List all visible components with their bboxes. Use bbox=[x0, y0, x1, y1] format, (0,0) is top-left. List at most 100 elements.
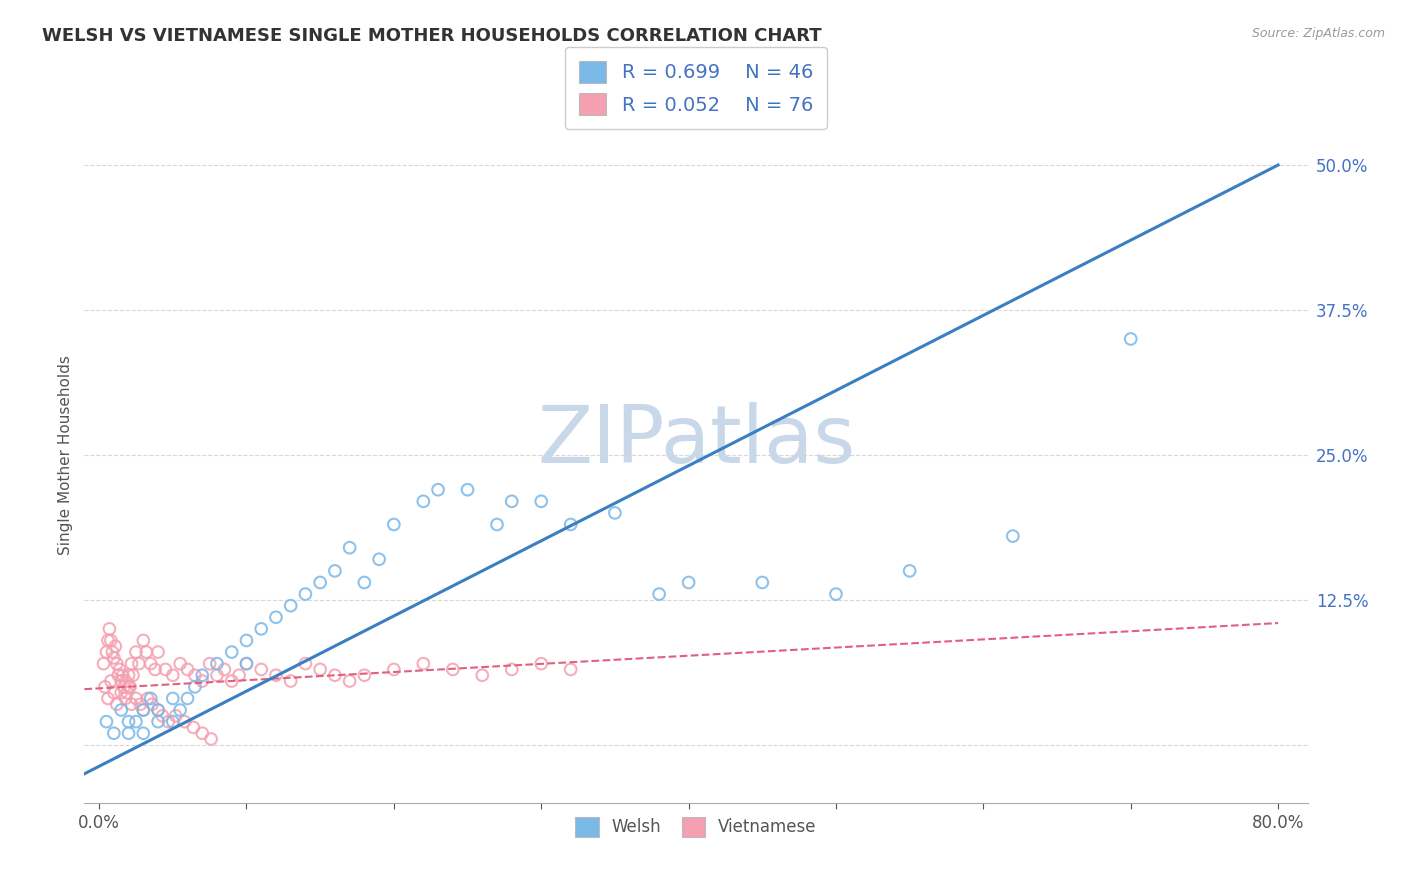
Point bbox=[125, 691, 148, 706]
Point bbox=[382, 662, 405, 677]
Point bbox=[155, 662, 177, 677]
Point bbox=[751, 575, 773, 590]
Point bbox=[118, 680, 141, 694]
Point bbox=[441, 662, 464, 677]
Point bbox=[648, 587, 671, 601]
Point bbox=[221, 645, 243, 659]
Point bbox=[132, 703, 155, 717]
Point bbox=[162, 668, 184, 682]
Point bbox=[560, 662, 582, 677]
Point bbox=[146, 645, 169, 659]
Point bbox=[235, 633, 257, 648]
Point bbox=[105, 698, 128, 712]
Point bbox=[323, 668, 346, 682]
Point bbox=[103, 686, 125, 700]
Point bbox=[501, 662, 523, 677]
Point bbox=[485, 517, 508, 532]
Point bbox=[129, 698, 152, 712]
Point bbox=[132, 633, 155, 648]
Point bbox=[412, 494, 434, 508]
Point bbox=[108, 662, 131, 677]
Point bbox=[176, 691, 198, 706]
Point bbox=[184, 680, 207, 694]
Point bbox=[183, 721, 205, 735]
Point bbox=[162, 691, 184, 706]
Point bbox=[165, 708, 187, 723]
Point bbox=[471, 668, 494, 682]
Point bbox=[103, 651, 125, 665]
Point bbox=[128, 657, 150, 671]
Point bbox=[146, 714, 169, 729]
Point bbox=[117, 668, 139, 682]
Point bbox=[110, 703, 132, 717]
Point bbox=[825, 587, 848, 601]
Point bbox=[97, 691, 120, 706]
Point bbox=[382, 517, 405, 532]
Point bbox=[1001, 529, 1024, 543]
Point bbox=[93, 657, 115, 671]
Point bbox=[152, 708, 174, 723]
Point bbox=[162, 714, 184, 729]
Point bbox=[97, 633, 120, 648]
Point bbox=[110, 674, 132, 689]
Point bbox=[115, 686, 138, 700]
Point bbox=[122, 668, 145, 682]
Point bbox=[121, 698, 143, 712]
Point bbox=[205, 668, 228, 682]
Point bbox=[104, 639, 127, 653]
Point bbox=[135, 645, 157, 659]
Point bbox=[101, 645, 124, 659]
Point bbox=[501, 494, 523, 508]
Point bbox=[125, 645, 148, 659]
Point bbox=[191, 674, 214, 689]
Point bbox=[96, 645, 118, 659]
Text: ZIPatlas: ZIPatlas bbox=[537, 402, 855, 480]
Point bbox=[228, 668, 250, 682]
Point bbox=[1119, 332, 1142, 346]
Text: WELSH VS VIETNAMESE SINGLE MOTHER HOUSEHOLDS CORRELATION CHART: WELSH VS VIETNAMESE SINGLE MOTHER HOUSEH… bbox=[42, 27, 821, 45]
Point bbox=[427, 483, 450, 497]
Point bbox=[339, 541, 361, 555]
Point bbox=[191, 726, 214, 740]
Point bbox=[117, 714, 139, 729]
Point bbox=[323, 564, 346, 578]
Point bbox=[103, 726, 125, 740]
Point bbox=[146, 703, 169, 717]
Point bbox=[603, 506, 626, 520]
Point bbox=[107, 668, 129, 682]
Point bbox=[353, 575, 375, 590]
Point bbox=[111, 668, 134, 682]
Point bbox=[146, 703, 169, 717]
Point bbox=[250, 662, 273, 677]
Point bbox=[141, 698, 163, 712]
Point bbox=[105, 657, 128, 671]
Text: Source: ZipAtlas.com: Source: ZipAtlas.com bbox=[1251, 27, 1385, 40]
Point bbox=[114, 674, 136, 689]
Point bbox=[136, 691, 159, 706]
Point bbox=[412, 657, 434, 671]
Point bbox=[169, 657, 191, 671]
Y-axis label: Single Mother Households: Single Mother Households bbox=[58, 355, 73, 555]
Point bbox=[94, 680, 117, 694]
Point bbox=[235, 657, 257, 671]
Point bbox=[125, 714, 148, 729]
Point bbox=[139, 657, 162, 671]
Point bbox=[173, 714, 195, 729]
Point bbox=[176, 662, 198, 677]
Point bbox=[114, 691, 136, 706]
Point bbox=[339, 674, 361, 689]
Point bbox=[309, 575, 332, 590]
Point bbox=[250, 622, 273, 636]
Point bbox=[264, 668, 287, 682]
Point bbox=[143, 662, 166, 677]
Legend: Welsh, Vietnamese: Welsh, Vietnamese bbox=[568, 811, 824, 843]
Point bbox=[235, 657, 257, 671]
Point bbox=[98, 622, 121, 636]
Point bbox=[200, 731, 222, 746]
Point bbox=[264, 610, 287, 624]
Point bbox=[457, 483, 479, 497]
Point bbox=[110, 686, 132, 700]
Point bbox=[121, 657, 143, 671]
Point bbox=[139, 691, 162, 706]
Point bbox=[214, 662, 236, 677]
